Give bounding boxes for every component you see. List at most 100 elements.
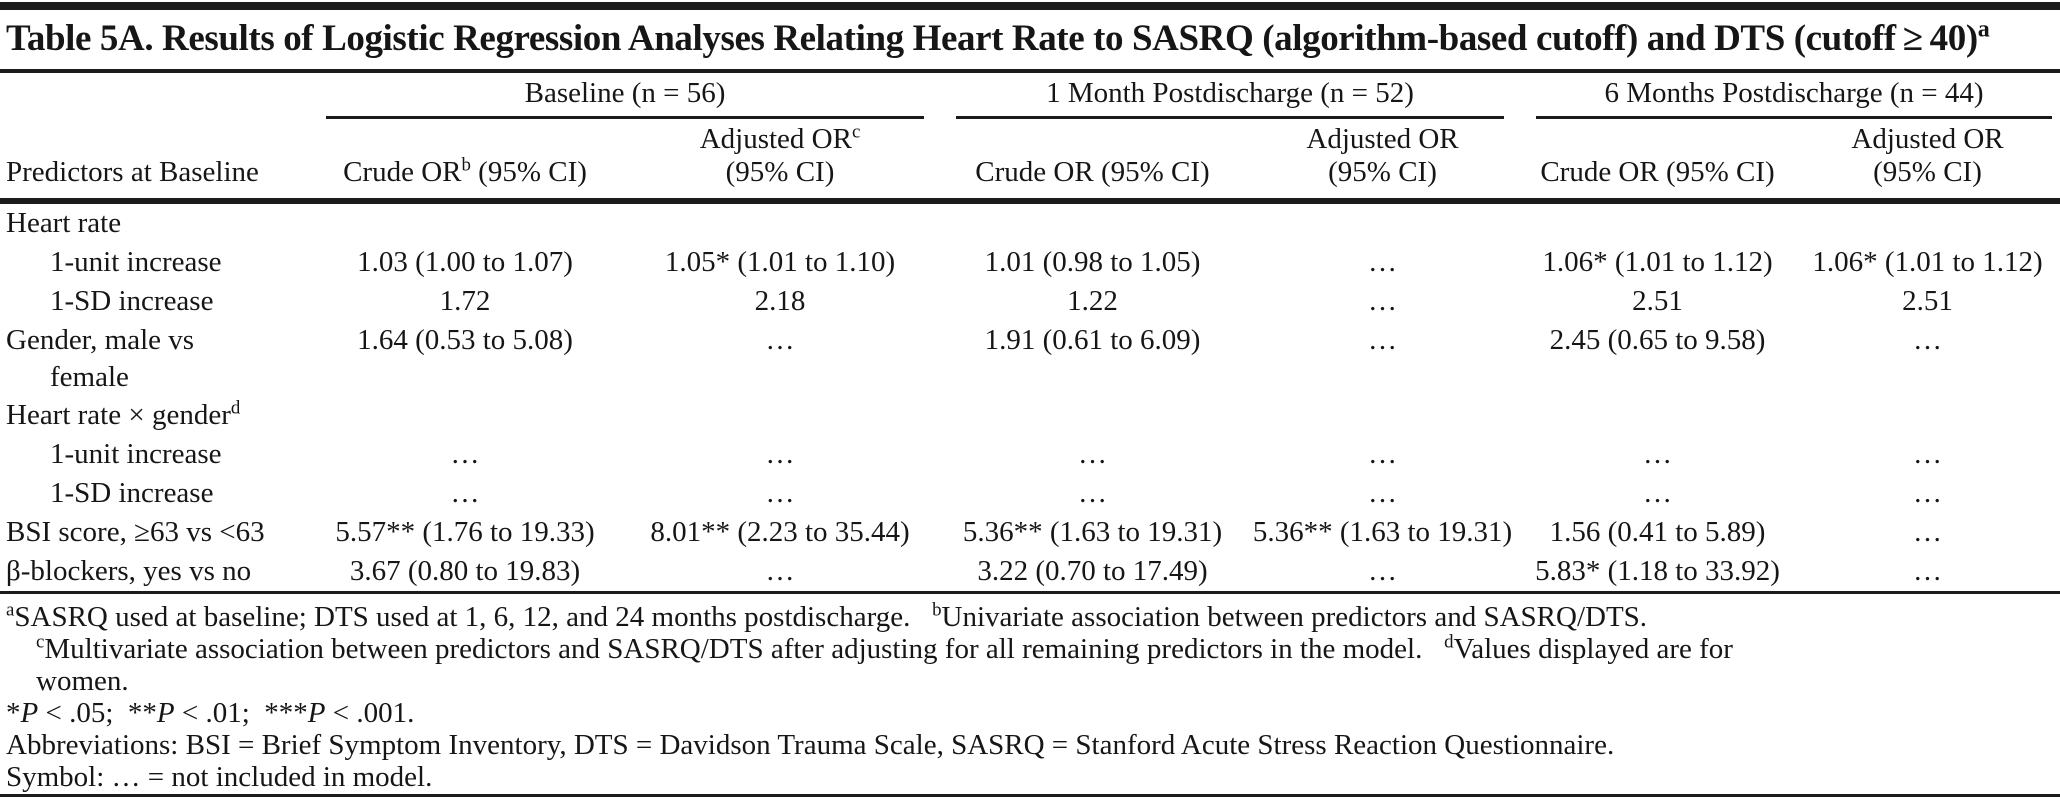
row-label-cell: 1-unit increase [0, 435, 310, 474]
table-row: β-blockers, yes vs no 3.67 (0.80 to 19.8… [0, 552, 2060, 592]
group-header-baseline-label: Baseline (n = 56) [326, 77, 924, 120]
column-header-1month-adjusted: Adjusted OR (95% CI) [1245, 119, 1521, 205]
column-header-6months-crude: Crude OR (95% CI) [1520, 119, 1796, 205]
group-header-1month-label: 1 Month Postdischarge (n = 52) [956, 77, 1505, 120]
table-cell: 2.45 (0.65 to 9.58) [1549, 323, 1766, 356]
row-label-cell: Heart rate × genderd [0, 396, 310, 435]
column-header-row: Predictors at Baseline Crude ORb (95% CI… [0, 119, 2060, 205]
table-row: 1-SD increase 1.72 2.18 1.22 … 2.51 2.51 [0, 282, 2060, 321]
footnote-a-b: aSASRQ used at baseline; DTS used at 1, … [6, 598, 1648, 633]
table-cell: 1.91 (0.61 to 6.09) [984, 323, 1201, 356]
table-cell: … [1643, 438, 1673, 471]
group-header-row: Baseline (n = 56) 1 Month Postdischarge … [0, 73, 2060, 120]
table-cell: … [765, 477, 795, 510]
table-cell [310, 201, 620, 243]
table-cell [940, 201, 1245, 243]
table-title: Table 5A. Results of Logistic Regression… [6, 17, 1990, 60]
table-cell: 1.22 [1067, 284, 1118, 317]
group-header-6months-label: 6 Months Postdischarge (n = 44) [1536, 77, 2053, 120]
table-row: Heart rate × genderd [0, 396, 2060, 435]
table-cell [620, 396, 940, 435]
footnote-symbol: Symbol: … = not included in model. [6, 761, 433, 794]
table-cell [1245, 396, 1520, 435]
footnotes: aSASRQ used at baseline; DTS used at 1, … [0, 594, 2060, 794]
row-label: Heart rate [6, 207, 122, 240]
table-cell [1520, 396, 1795, 435]
table-cell: 3.22 (0.70 to 17.49) [977, 554, 1208, 587]
table-cell [620, 201, 940, 243]
top-border-bar [0, 2, 2060, 11]
row-label-cell: 1-SD increase [0, 474, 310, 513]
table-cell: … [765, 438, 795, 471]
title-rule [0, 69, 2060, 73]
table-cell: 1.06* (1.01 to 1.12) [1812, 246, 2043, 279]
table-cell: 1.06* (1.01 to 1.12) [1542, 246, 1773, 279]
row-label-cell: 1-SD increase [0, 282, 310, 321]
column-header-baseline-adjusted: Adjusted ORc (95% CI) [620, 119, 940, 205]
group-header-1month: 1 Month Postdischarge (n = 52) [940, 73, 1520, 120]
table-cell: 1.64 (0.53 to 5.08) [357, 323, 573, 356]
footnote-abbreviations: Abbreviations: BSI = Brief Symptom Inven… [6, 729, 1615, 762]
table-cell: 1.56 (0.41 to 5.89) [1549, 515, 1766, 548]
table-cell: 8.01** (2.23 to 35.44) [650, 515, 910, 548]
table-cell: … [450, 477, 480, 510]
row-label: BSI score, ≥63 vs <63 [6, 515, 265, 548]
table-cell: 1.03 (1.00 to 1.07) [357, 246, 573, 279]
table-cell [310, 396, 620, 435]
table-cell: 1.01 (0.98 to 1.05) [984, 246, 1201, 279]
table-cell: … [1078, 477, 1107, 510]
stub-header: Predictors at Baseline [0, 119, 310, 205]
table-row: 1-SD increase … … … … … … [0, 474, 2060, 513]
column-header-6months-adjusted: Adjusted OR (95% CI) [1795, 119, 2060, 205]
table-cell: … [450, 438, 480, 471]
row-label: β-blockers, yes vs no [6, 554, 252, 587]
table-cell: … [1078, 438, 1107, 471]
table-cell: 2.18 [754, 284, 806, 317]
table-cell: … [1643, 477, 1673, 510]
table-cell: … [1913, 438, 1943, 471]
row-label: 1-unit increase [50, 246, 222, 279]
table-cell [1795, 396, 2060, 435]
table-cell: 5.36** (1.63 to 19.31) [962, 515, 1223, 548]
table-cell: … [1913, 477, 1943, 510]
column-header-baseline-crude: Crude ORb (95% CI) [310, 119, 620, 205]
group-header-spacer [0, 73, 310, 119]
table-row: Gender, male vs female 1.64 (0.53 to 5.0… [0, 321, 2060, 397]
row-label: 1-SD increase [50, 477, 214, 510]
table-row: Heart rate [0, 201, 2060, 243]
footnote-c-d: cMultivariate association between predic… [36, 631, 1733, 697]
table-cell: 2.51 [1632, 284, 1683, 317]
table-cell [1795, 201, 2060, 243]
table-cell: … [765, 323, 795, 356]
table-cell [940, 396, 1245, 435]
row-label-cell: BSI score, ≥63 vs <63 [0, 513, 310, 552]
table-cell: 3.67 (0.80 to 19.83) [349, 554, 581, 587]
table-cell: 1.05* (1.01 to 1.10) [664, 246, 896, 279]
table-cell: … [1913, 515, 1943, 548]
table-cell: … [1913, 554, 1943, 587]
table-cell: … [1913, 323, 1943, 356]
group-header-6months: 6 Months Postdischarge (n = 44) [1520, 73, 2060, 120]
table-cell: … [1368, 284, 1397, 317]
row-label-cell: β-blockers, yes vs no [0, 552, 310, 592]
footnote-pvalues: *P < .05; **P < .01; ***P < .001. [6, 697, 415, 730]
row-label-cell: Gender, male vs female [0, 321, 310, 397]
row-label: 1-unit increase [50, 438, 222, 471]
table-cell: 1.72 [439, 284, 491, 317]
row-label: Gender, male vs female [6, 323, 195, 393]
results-table: Baseline (n = 56) 1 Month Postdischarge … [0, 73, 2060, 594]
table-cell: … [1368, 438, 1397, 471]
table-row: 1-unit increase … … … … … … [0, 435, 2060, 474]
bottom-rule [0, 793, 2060, 797]
table-cell: … [1368, 323, 1397, 356]
table-cell: 5.57** (1.76 to 19.33) [335, 515, 595, 548]
table-cell: … [1368, 477, 1397, 510]
table-cell: 2.51 [1902, 284, 1953, 317]
row-label-cell: Heart rate [0, 201, 310, 243]
table-cell: 5.36** (1.63 to 19.31) [1252, 515, 1513, 548]
table-cell: 5.83* (1.18 to 33.92) [1535, 554, 1780, 587]
table-cell [1245, 201, 1520, 243]
row-label-cell: 1-unit increase [0, 243, 310, 282]
row-label: Heart rate × genderd [6, 397, 241, 432]
